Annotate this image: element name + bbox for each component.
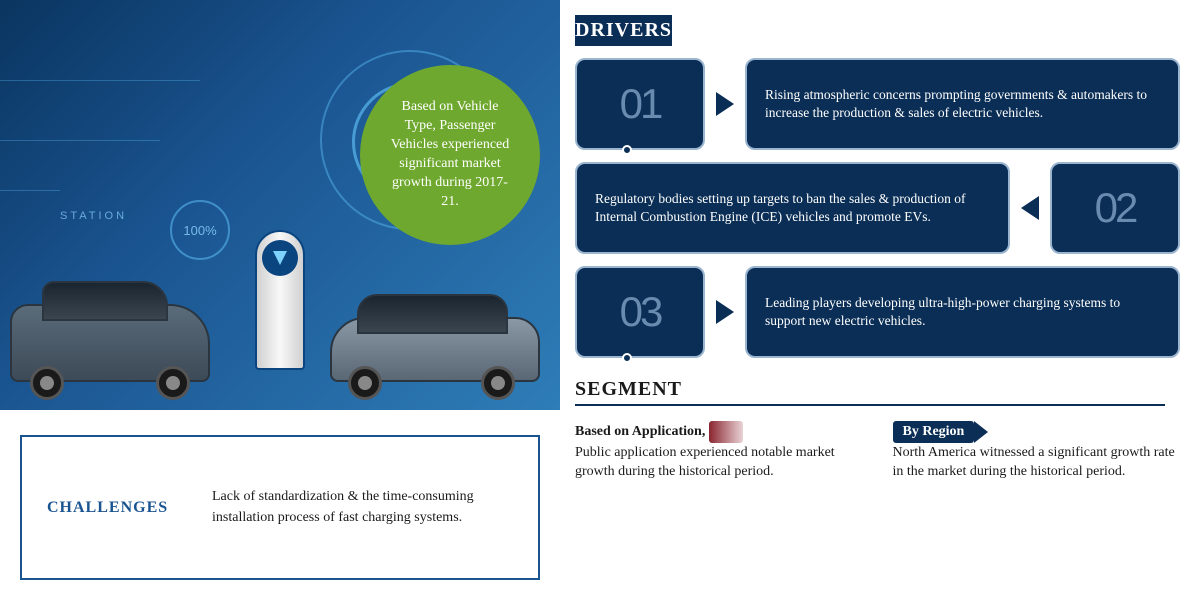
driver-number-box: 03: [575, 266, 705, 358]
segment-underline: [575, 404, 1165, 406]
driver-number: 03: [620, 288, 661, 336]
sedan-car-icon: [330, 300, 540, 400]
segment-col2-text: North America witnessed a significant gr…: [893, 445, 1175, 480]
segment-col1-text: Public application experienced notable m…: [575, 445, 835, 480]
left-panel: STATION 100% Based on Vehicle Type, Pass…: [0, 0, 560, 600]
charging-station-icon: [240, 230, 320, 410]
segment-col-application: Based on Application, Public application…: [575, 421, 863, 482]
bolt-icon: [262, 240, 298, 276]
challenges-text: Lack of standardization & the time-consu…: [212, 487, 538, 528]
driver-row-3: 03 Leading players developing ultra-high…: [575, 266, 1180, 358]
vehicle-type-callout: Based on Vehicle Type, Passenger Vehicle…: [360, 65, 540, 245]
progress-indicator: 100%: [170, 200, 230, 260]
arrow-left-icon: [1010, 162, 1050, 254]
region-pill-label: By Region: [903, 424, 965, 439]
challenges-box: CHALLENGES Lack of standardization & the…: [20, 435, 540, 580]
pill-arrow-icon: [974, 421, 988, 443]
driver-number-box: 02: [1050, 162, 1180, 254]
dot-marker: [622, 353, 632, 363]
station-label: STATION: [60, 210, 127, 222]
driver-number: 02: [1095, 184, 1136, 232]
driver-number: 01: [620, 80, 661, 128]
driver-text: Rising atmospheric concerns prompting go…: [745, 58, 1180, 150]
driver-number-box: 01: [575, 58, 705, 150]
arrow-down-icon: [1110, 275, 1130, 289]
red-pill-accent: [709, 421, 743, 443]
segment-section: SEGMENT Based on Application, Public app…: [575, 378, 1180, 482]
suv-car-icon: [10, 280, 210, 400]
segment-col1-bold: Based on Application,: [575, 424, 705, 439]
hud-line: [0, 140, 160, 141]
right-panel: DRIVERS 01 Rising atmospheric concerns p…: [575, 15, 1180, 482]
segment-header: SEGMENT: [575, 378, 1180, 401]
drivers-header: DRIVERS: [575, 15, 672, 46]
driver-text: Regulatory bodies setting up targets to …: [575, 162, 1010, 254]
region-pill: By Region: [893, 421, 975, 443]
driver-row-2: 02 Regulatory bodies setting up targets …: [575, 162, 1180, 254]
segment-col-region: By Region North America witnessed a sign…: [893, 421, 1181, 482]
hud-line: [0, 190, 60, 191]
callout-text: Based on Vehicle Type, Passenger Vehicle…: [385, 98, 515, 211]
hud-line: [0, 80, 200, 81]
arrow-right-icon: [705, 266, 745, 358]
arrow-right-icon: [705, 58, 745, 150]
challenges-label: CHALLENGES: [22, 499, 212, 517]
dot-marker: [622, 145, 632, 155]
driver-row-1: 01 Rising atmospheric concerns prompting…: [575, 58, 1180, 150]
